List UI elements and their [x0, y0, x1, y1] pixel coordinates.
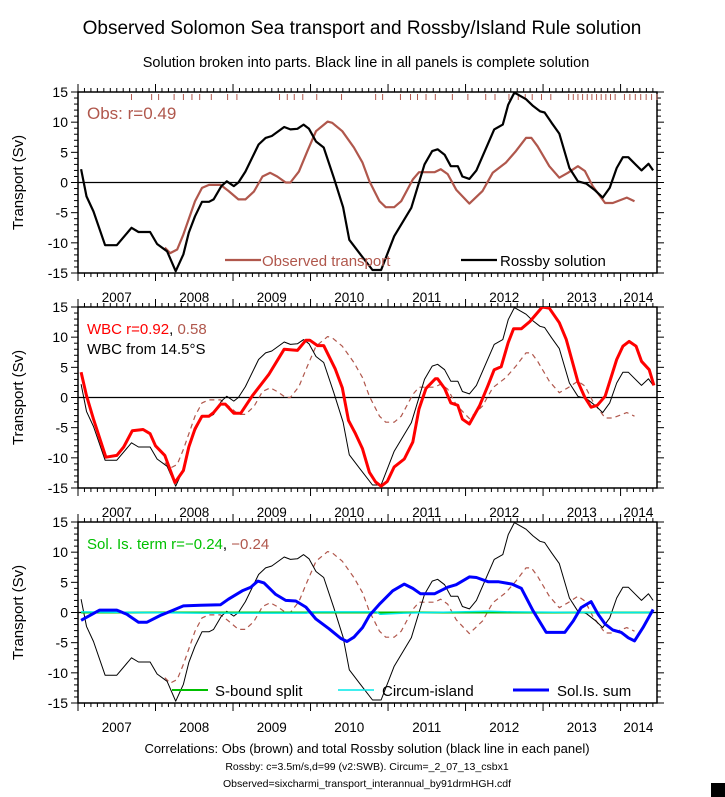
y-tick-label: -15 — [48, 265, 68, 281]
annotation-segment: WBC r=0.92 — [87, 321, 169, 338]
chart-title: Observed Solomon Sea transport and Rossb… — [83, 18, 642, 39]
y-tick-label: 10 — [52, 114, 68, 130]
y-axis-label: Transport (Sv) — [10, 350, 27, 445]
annotation-segment: Obs: r=0.49 — [87, 104, 176, 123]
series-line-obs — [164, 336, 635, 469]
series-line-wbc — [79, 307, 656, 488]
x-tick-label: 2009 — [257, 290, 287, 305]
series-line-obs — [164, 120, 635, 255]
y-tick-label: -10 — [48, 450, 68, 466]
footer-note: Rossby: c=3.5m/s,d=99 (v2:SWB). Circum=_… — [225, 761, 509, 773]
x-tick-label: 2013 — [567, 290, 597, 305]
series-group — [80, 522, 655, 702]
panel-annotation: WBC r=0.92, 0.58 — [87, 321, 207, 338]
y-tick-label: 10 — [52, 544, 68, 560]
x-tick-label: 2013 — [567, 720, 597, 735]
x-tick-label: 2014 — [623, 505, 654, 520]
footer-note: Correlations: Obs (brown) and total Ross… — [144, 741, 589, 756]
annotation-segment: , — [169, 321, 177, 338]
annotation-segment: 0.58 — [177, 321, 206, 338]
panel-annotation: Sol. Is. term r=−0.24, −0.24 — [87, 536, 269, 553]
x-tick-label: 2007 — [102, 505, 132, 520]
x-tick-label: 2010 — [334, 290, 364, 305]
y-axis-label: Transport (Sv) — [10, 565, 27, 660]
y-tick-label: -15 — [48, 695, 68, 711]
y-tick-label: 15 — [52, 299, 68, 315]
y-tick-label: 0 — [60, 175, 68, 191]
x-tick-label: 2008 — [179, 290, 209, 305]
x-tick-label: 2010 — [334, 505, 364, 520]
x-tick-label: 2008 — [179, 505, 209, 520]
panel-wbc: 15 10 5 0 -5 -10 -15 Transport (Sv) 2007 2008 2009… — [10, 299, 664, 520]
legend-label-sbound: S-bound split — [215, 683, 303, 700]
annotation-segment: WBC from 14.5°S — [87, 341, 206, 358]
x-tick-label: 2008 — [179, 720, 209, 735]
y-tick-label: -15 — [48, 480, 68, 496]
x-tick-label: 2011 — [412, 290, 441, 305]
y-tick-label: 15 — [52, 514, 68, 530]
annotation-segment: , — [223, 536, 231, 553]
x-tick-label: 2013 — [567, 505, 597, 520]
series-line-rossby — [80, 522, 654, 702]
x-tick-label: 2011 — [412, 505, 441, 520]
x-tick-label: 2009 — [257, 720, 287, 735]
panel-solis: 15 10 5 0 -5 -10 -15 Transport (Sv) 2007 2008 2009… — [10, 514, 664, 735]
series-line-solis — [80, 575, 655, 643]
x-tick-label: 2009 — [257, 505, 287, 520]
annotation-segment: −0.24 — [231, 536, 269, 553]
y-tick-label: 15 — [52, 84, 68, 100]
series-line-rossby — [80, 92, 655, 273]
y-axis-label: Transport (Sv) — [10, 135, 27, 230]
y-tick-label: -5 — [56, 635, 69, 651]
y-tick-label: 5 — [60, 574, 68, 590]
x-tick-label: 2007 — [102, 720, 132, 735]
legend-label-obs: Observed transport — [262, 253, 391, 270]
x-tick-label: 2007 — [102, 290, 132, 305]
chart-subtitle: Solution broken into parts. Black line i… — [143, 55, 590, 71]
y-tick-label: 5 — [60, 359, 68, 375]
legend-label-solis: Sol.Is. sum — [557, 683, 631, 700]
legend-label-circum: Circum-island — [382, 683, 474, 700]
panel-annotation: Obs: r=0.49 — [87, 104, 176, 123]
x-tick-label: 2011 — [412, 720, 441, 735]
x-tick-label: 2014 — [623, 290, 654, 305]
x-tick-label: 2012 — [489, 290, 519, 305]
series-group — [79, 307, 656, 488]
annotation-segment: Sol. Is. term r=−0.24 — [87, 536, 223, 553]
y-tick-label: 0 — [60, 605, 68, 621]
legend-label-rossby: Rossby solution — [500, 253, 606, 270]
x-tick-label: 2012 — [489, 720, 519, 735]
y-tick-label: -5 — [56, 205, 69, 221]
y-tick-label: 5 — [60, 144, 68, 160]
y-tick-label: 0 — [60, 390, 68, 406]
y-tick-label: -5 — [56, 420, 69, 436]
series-line-obs — [164, 551, 635, 684]
series-group — [80, 92, 655, 273]
x-tick-label: 2012 — [489, 505, 519, 520]
panel-annotation: WBC from 14.5°S — [87, 341, 206, 358]
corner-marker — [711, 783, 725, 797]
footer-note: Observed=sixcharmi_transport_interannual… — [223, 778, 511, 790]
y-tick-label: -10 — [48, 235, 68, 251]
x-tick-label: 2010 — [334, 720, 364, 735]
x-tick-label: 2014 — [623, 720, 654, 735]
y-tick-label: -10 — [48, 665, 68, 681]
panel-obs: 15 10 5 0 -5 -10 -15 Transport (Sv) 2007 2008 2009… — [10, 84, 664, 305]
y-tick-label: 10 — [52, 329, 68, 345]
